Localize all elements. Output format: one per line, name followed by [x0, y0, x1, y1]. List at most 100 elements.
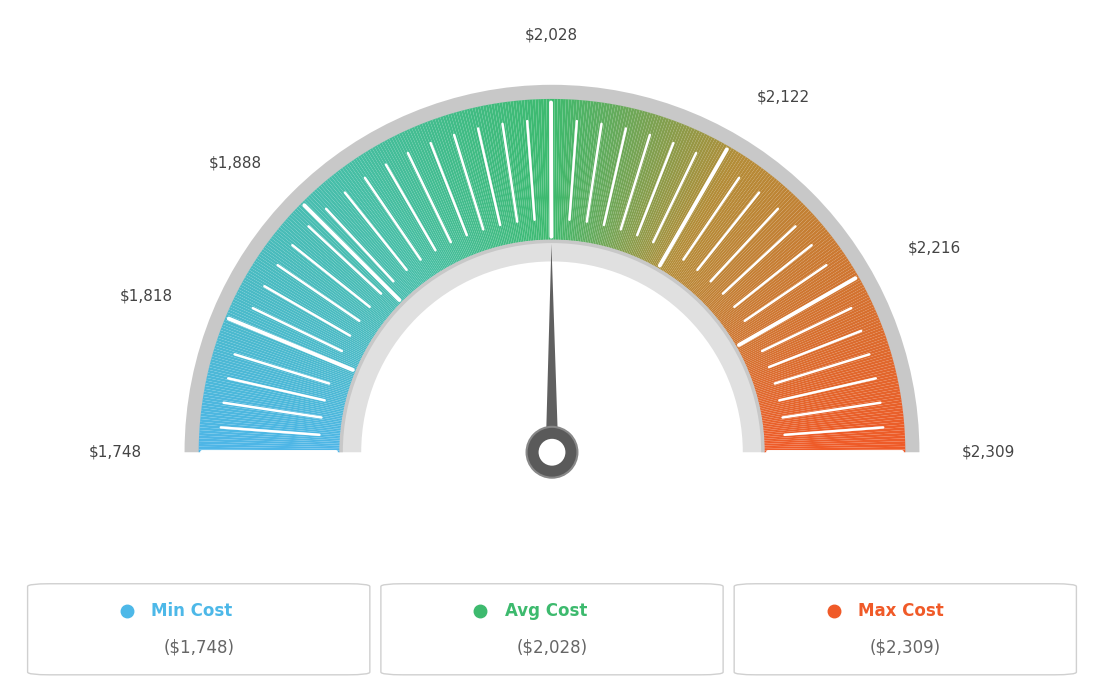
Wedge shape: [731, 263, 852, 340]
Wedge shape: [221, 327, 353, 379]
Wedge shape: [425, 121, 477, 255]
Wedge shape: [200, 416, 341, 433]
Wedge shape: [705, 208, 809, 307]
Wedge shape: [724, 247, 841, 331]
Wedge shape: [737, 279, 861, 350]
Wedge shape: [598, 108, 631, 246]
Wedge shape: [732, 265, 853, 342]
Wedge shape: [201, 413, 341, 431]
Wedge shape: [762, 405, 903, 426]
Wedge shape: [200, 419, 341, 434]
Wedge shape: [677, 166, 762, 282]
Wedge shape: [712, 221, 820, 315]
Wedge shape: [486, 105, 514, 244]
Wedge shape: [729, 256, 847, 336]
Wedge shape: [209, 367, 347, 403]
Wedge shape: [295, 208, 399, 307]
Wedge shape: [750, 322, 881, 376]
Wedge shape: [747, 317, 880, 373]
Wedge shape: [757, 367, 895, 403]
Wedge shape: [561, 99, 569, 241]
Wedge shape: [606, 110, 645, 248]
Wedge shape: [564, 99, 574, 241]
Wedge shape: [744, 302, 873, 364]
Wedge shape: [691, 186, 786, 293]
Wedge shape: [763, 424, 904, 437]
Wedge shape: [755, 351, 891, 393]
Wedge shape: [410, 128, 468, 258]
Wedge shape: [729, 258, 849, 337]
Wedge shape: [386, 139, 454, 265]
Wedge shape: [541, 99, 546, 240]
Wedge shape: [740, 289, 867, 356]
Wedge shape: [733, 268, 854, 343]
Wedge shape: [290, 213, 396, 310]
Text: Min Cost: Min Cost: [151, 602, 233, 620]
Wedge shape: [750, 325, 882, 377]
Wedge shape: [347, 163, 431, 279]
Wedge shape: [552, 99, 555, 240]
Wedge shape: [754, 346, 890, 390]
Wedge shape: [370, 148, 444, 270]
Wedge shape: [206, 378, 344, 409]
Wedge shape: [690, 184, 784, 292]
Wedge shape: [524, 100, 537, 241]
Wedge shape: [243, 279, 367, 350]
Wedge shape: [647, 136, 712, 264]
Wedge shape: [754, 343, 889, 388]
Wedge shape: [703, 204, 806, 305]
Wedge shape: [329, 177, 420, 288]
Wedge shape: [582, 102, 605, 243]
Wedge shape: [244, 277, 368, 348]
Wedge shape: [744, 304, 874, 365]
Wedge shape: [437, 117, 485, 252]
Wedge shape: [743, 299, 872, 362]
Wedge shape: [240, 284, 365, 353]
Wedge shape: [718, 231, 829, 321]
Wedge shape: [429, 120, 480, 253]
Wedge shape: [302, 201, 403, 302]
Wedge shape: [399, 132, 461, 261]
Wedge shape: [571, 100, 585, 242]
Wedge shape: [464, 109, 501, 247]
Wedge shape: [704, 206, 808, 306]
Wedge shape: [757, 362, 894, 400]
Wedge shape: [697, 195, 796, 299]
Wedge shape: [554, 99, 558, 240]
Wedge shape: [310, 193, 408, 297]
Wedge shape: [484, 105, 512, 244]
Wedge shape: [414, 126, 471, 257]
Wedge shape: [624, 120, 675, 253]
Wedge shape: [678, 168, 764, 283]
Wedge shape: [608, 112, 648, 248]
Wedge shape: [461, 110, 499, 247]
Text: $2,122: $2,122: [757, 90, 810, 105]
Wedge shape: [640, 131, 702, 260]
Text: Avg Cost: Avg Cost: [505, 602, 587, 620]
Wedge shape: [257, 256, 375, 336]
Wedge shape: [491, 104, 517, 244]
Wedge shape: [417, 125, 473, 257]
Wedge shape: [475, 107, 508, 246]
Wedge shape: [493, 104, 519, 243]
Text: ($1,748): ($1,748): [163, 638, 234, 656]
Wedge shape: [532, 99, 542, 241]
Wedge shape: [382, 141, 452, 266]
Wedge shape: [273, 233, 385, 322]
Wedge shape: [763, 408, 903, 427]
Wedge shape: [344, 165, 428, 281]
Wedge shape: [575, 101, 594, 242]
Wedge shape: [666, 154, 744, 274]
Wedge shape: [543, 99, 549, 240]
Wedge shape: [513, 101, 530, 242]
Wedge shape: [216, 338, 351, 385]
Wedge shape: [435, 118, 484, 253]
Wedge shape: [716, 229, 828, 319]
Wedge shape: [245, 275, 369, 347]
Wedge shape: [651, 140, 720, 266]
Wedge shape: [692, 187, 788, 295]
Wedge shape: [559, 99, 566, 240]
Wedge shape: [620, 118, 669, 253]
Wedge shape: [746, 312, 878, 370]
Wedge shape: [389, 137, 456, 264]
